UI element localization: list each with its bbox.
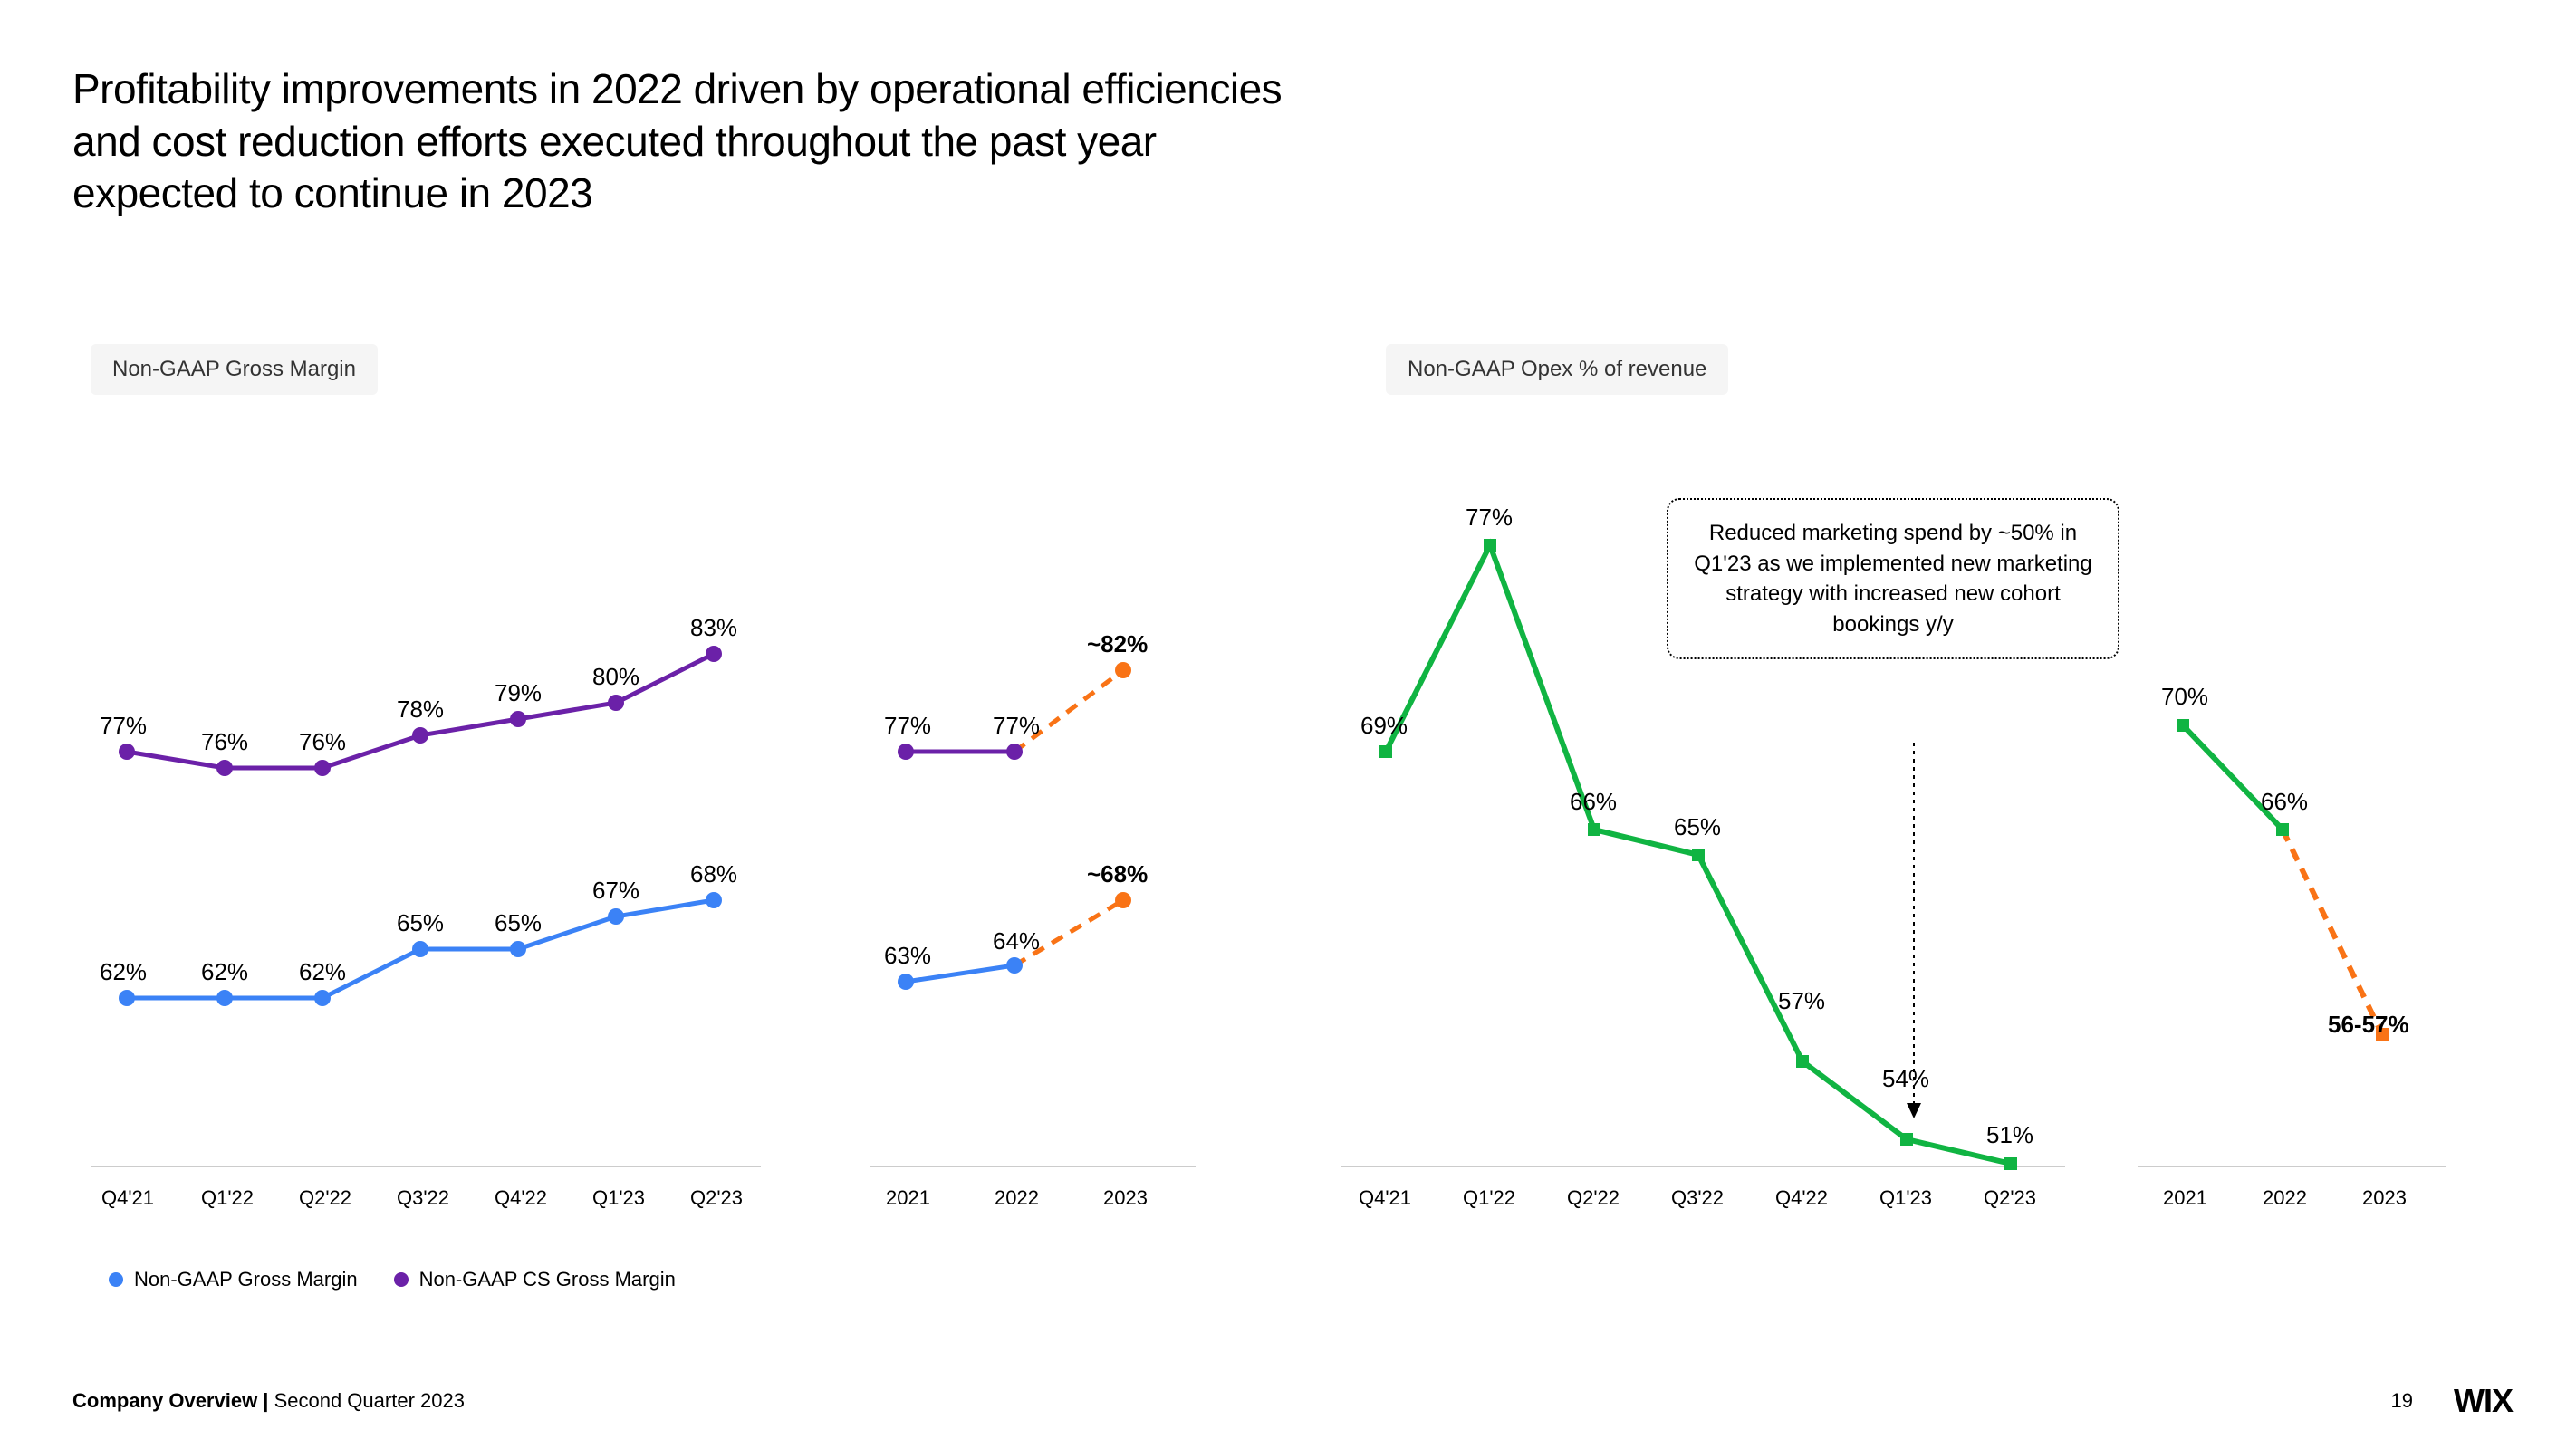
page-number: 19 — [2391, 1389, 2413, 1413]
lq-b-1: 62% — [201, 958, 248, 986]
lq-x-1: Q1'22 — [201, 1186, 254, 1210]
rq-4: 57% — [1778, 987, 1825, 1015]
title-line1: Profitability improvements in 2022 drive… — [72, 63, 1282, 116]
la-x-2: 2023 — [1103, 1186, 1148, 1210]
callout-box: Reduced marketing spend by ~50% in Q1'23… — [1667, 498, 2119, 659]
lq-p-2: 76% — [299, 728, 346, 756]
lq-b-6: 68% — [690, 860, 737, 888]
ra-x-1: 2022 — [2263, 1186, 2307, 1210]
lq-x-0: Q4'21 — [101, 1186, 154, 1210]
page-title: Profitability improvements in 2022 drive… — [72, 63, 1282, 220]
lq-b-4: 65% — [495, 909, 542, 937]
rq-x-5: Q1'23 — [1879, 1186, 1932, 1210]
lq-p-0: 77% — [100, 712, 147, 740]
footer-rest: Second Quarter 2023 — [268, 1389, 464, 1412]
title-line3: expected to continue in 2023 — [72, 168, 1282, 220]
left-chart-label: Non-GAAP Gross Margin — [91, 344, 378, 395]
lq-x-4: Q4'22 — [495, 1186, 547, 1210]
legend-item-1: Non-GAAP Gross Margin — [109, 1268, 358, 1291]
la-p-2: ~82% — [1087, 630, 1148, 658]
legend-dot-2 — [394, 1272, 409, 1287]
right-chart-label: Non-GAAP Opex % of revenue — [1386, 344, 1728, 395]
footer: Company Overview | Second Quarter 2023 — [72, 1389, 465, 1413]
legend-label-1: Non-GAAP Gross Margin — [134, 1268, 358, 1291]
lq-x-2: Q2'22 — [299, 1186, 351, 1210]
rq-x-4: Q4'22 — [1775, 1186, 1828, 1210]
la-p-1: 77% — [993, 712, 1040, 740]
legend-label-2: Non-GAAP CS Gross Margin — [419, 1268, 676, 1291]
title-line2: and cost reduction efforts executed thro… — [72, 116, 1282, 168]
rq-0: 69% — [1360, 712, 1408, 740]
lq-p-5: 80% — [592, 663, 639, 691]
gross-margin-quarterly-chart — [91, 525, 761, 1177]
rq-x-0: Q4'21 — [1359, 1186, 1411, 1210]
ra-0: 70% — [2161, 683, 2208, 711]
la-x-0: 2021 — [886, 1186, 930, 1210]
ra-x-2: 2023 — [2362, 1186, 2407, 1210]
lq-b-0: 62% — [100, 958, 147, 986]
lq-p-6: 83% — [690, 614, 737, 642]
lq-p-1: 76% — [201, 728, 248, 756]
lq-x-5: Q1'23 — [592, 1186, 645, 1210]
lq-x-6: Q2'23 — [690, 1186, 743, 1210]
legend: Non-GAAP Gross Margin Non-GAAP CS Gross … — [109, 1268, 676, 1291]
lq-b-2: 62% — [299, 958, 346, 986]
rq-x-6: Q2'23 — [1984, 1186, 2036, 1210]
ra-1: 66% — [2261, 788, 2308, 816]
rq-x-3: Q3'22 — [1671, 1186, 1724, 1210]
la-b-1: 64% — [993, 927, 1040, 955]
gross-margin-annual-chart — [870, 525, 1196, 1177]
legend-dot-1 — [109, 1272, 123, 1287]
lq-p-4: 79% — [495, 679, 542, 707]
ra-x-0: 2021 — [2163, 1186, 2207, 1210]
footer-bold: Company Overview | — [72, 1389, 268, 1412]
lq-p-3: 78% — [397, 696, 444, 724]
la-x-1: 2022 — [995, 1186, 1039, 1210]
ra-2: 56-57% — [2328, 1011, 2409, 1039]
rq-3: 65% — [1674, 813, 1721, 841]
rq-x-1: Q1'22 — [1463, 1186, 1515, 1210]
rq-1: 77% — [1466, 504, 1513, 532]
rq-2: 66% — [1570, 788, 1617, 816]
lq-x-3: Q3'22 — [397, 1186, 449, 1210]
la-b-0: 63% — [884, 942, 931, 970]
rq-x-2: Q2'22 — [1567, 1186, 1620, 1210]
la-b-2: ~68% — [1087, 860, 1148, 888]
rq-6: 51% — [1986, 1121, 2033, 1149]
lq-b-3: 65% — [397, 909, 444, 937]
la-p-0: 77% — [884, 712, 931, 740]
legend-item-2: Non-GAAP CS Gross Margin — [394, 1268, 676, 1291]
wix-logo: WIX — [2454, 1382, 2513, 1420]
lq-b-5: 67% — [592, 877, 639, 905]
callout-arrow — [1898, 743, 1934, 1123]
